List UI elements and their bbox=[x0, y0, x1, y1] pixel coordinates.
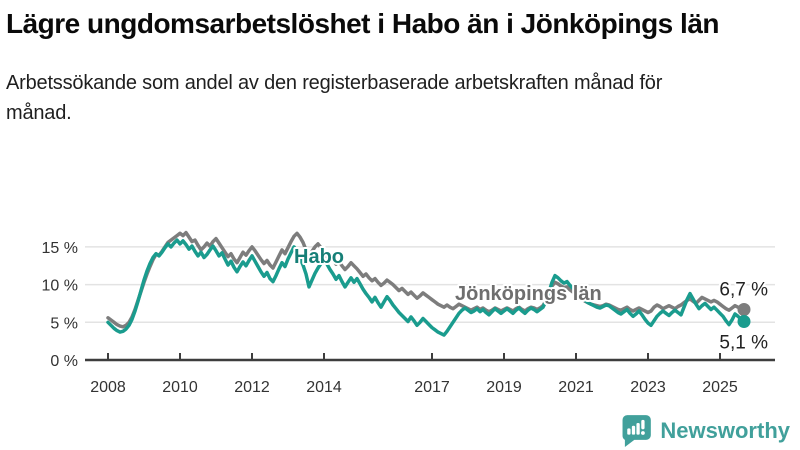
x-tick-label: 2014 bbox=[306, 379, 342, 396]
series-label-jonkopings-lan: Jönköpings län bbox=[455, 283, 602, 305]
y-tick-label: 10 % bbox=[42, 278, 78, 295]
y-tick-label: 15 % bbox=[42, 240, 78, 257]
newsworthy-logo: Newsworthy bbox=[620, 414, 790, 447]
end-value-label-jonkopings-lan: 6,7 % bbox=[719, 280, 768, 301]
chart-subtitle: Arbetssökande som andel av den registerb… bbox=[6, 72, 663, 124]
x-tick-label: 2019 bbox=[486, 379, 522, 396]
x-tick-label: 2010 bbox=[162, 379, 198, 396]
exclamation-dot bbox=[641, 431, 646, 435]
brand-name: Newsworthy bbox=[660, 417, 790, 443]
newsworthy-chart-bubble-icon bbox=[622, 415, 652, 447]
end-dot-jonkopings-lan bbox=[737, 303, 751, 316]
exclamation-stem bbox=[641, 419, 645, 430]
x-tick-label: 2025 bbox=[702, 379, 738, 396]
line-chart: 0 % 5 % 10 % 15 % 2008 2010 2012 2014 2017 2019 20… bbox=[0, 210, 800, 405]
y-tick-label: 0 % bbox=[50, 353, 78, 370]
y-tick-label: 5 % bbox=[50, 315, 78, 332]
x-tick-label: 2017 bbox=[414, 379, 450, 396]
bar-3 bbox=[636, 422, 641, 435]
end-value-label-habo: 5,1 % bbox=[719, 333, 768, 354]
x-tick-label: 2023 bbox=[630, 379, 666, 396]
line-chart-canvas: 0 % 5 % 10 % 15 % 2008 2010 2012 2014 2017 2019 20… bbox=[42, 230, 775, 396]
x-tick-label: 2008 bbox=[90, 379, 126, 396]
page-title: Lägre ungdomsarbetslöshet i Habo än i Jö… bbox=[6, 8, 720, 39]
bar-1 bbox=[627, 428, 631, 435]
series-line-jonkopings-lan bbox=[106, 230, 746, 329]
end-dot-habo bbox=[737, 315, 751, 328]
bar-2 bbox=[632, 425, 636, 435]
x-tick-label: 2012 bbox=[234, 379, 270, 396]
series-label-habo: Habo bbox=[294, 246, 344, 268]
chart-header: Lägre ungdomsarbetslöshet i Habo än i Jö… bbox=[0, 0, 800, 128]
x-tick-label: 2021 bbox=[558, 379, 594, 396]
series-line-habo bbox=[106, 238, 746, 337]
